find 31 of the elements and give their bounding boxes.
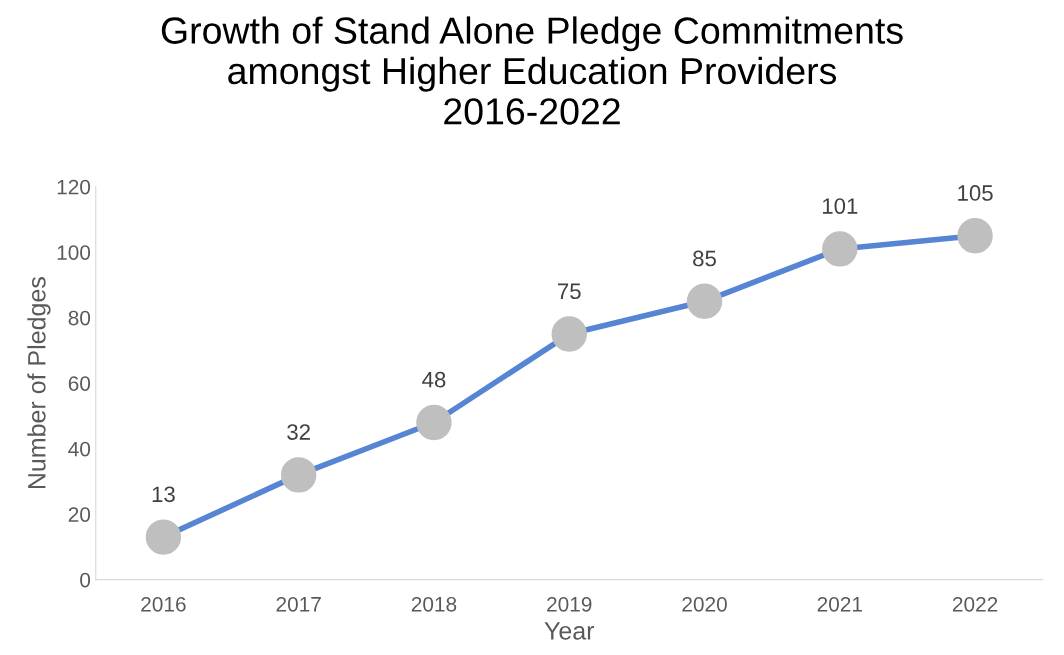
y-tick-label: 80 bbox=[68, 310, 91, 326]
point bbox=[145, 519, 182, 555]
y-tick-label: 20 bbox=[68, 507, 91, 522]
data-label: 48 bbox=[422, 371, 446, 388]
data-label: 85 bbox=[693, 250, 716, 267]
y-tick-label: 60 bbox=[68, 376, 91, 391]
x-tick-label: 2018 bbox=[411, 596, 457, 612]
point bbox=[416, 404, 452, 441]
y-tick-label: 0 bbox=[80, 572, 91, 588]
point bbox=[686, 283, 723, 320]
y-tick-label: 120 bbox=[57, 179, 91, 195]
point bbox=[280, 457, 317, 493]
x-tick-label: 2022 bbox=[952, 596, 998, 612]
x-tick-label: 2020 bbox=[682, 596, 727, 612]
data-label: 105 bbox=[958, 185, 993, 201]
x-tick-label: 2017 bbox=[276, 596, 321, 612]
data-label: 32 bbox=[287, 424, 310, 440]
x-axis-title: Year bbox=[544, 622, 595, 640]
x-tick-label: 2021 bbox=[817, 596, 862, 612]
point bbox=[957, 218, 993, 254]
y-axis-title: Number of Pledges bbox=[27, 277, 51, 489]
data-label: 101 bbox=[822, 198, 858, 214]
y-tick-label: 40 bbox=[68, 441, 91, 457]
point bbox=[822, 231, 858, 267]
data-label: 13 bbox=[152, 486, 175, 503]
y-tick-label: 100 bbox=[57, 245, 91, 260]
x-tick-label: 2019 bbox=[547, 596, 592, 612]
x-tick-label: 2016 bbox=[141, 596, 186, 612]
point bbox=[551, 316, 587, 352]
chart-title: Growth of Stand Alone Pledge Commitments amongst Higher Education Providers 2016-2022 bbox=[161, 16, 903, 125]
data-label: 75 bbox=[558, 283, 581, 300]
